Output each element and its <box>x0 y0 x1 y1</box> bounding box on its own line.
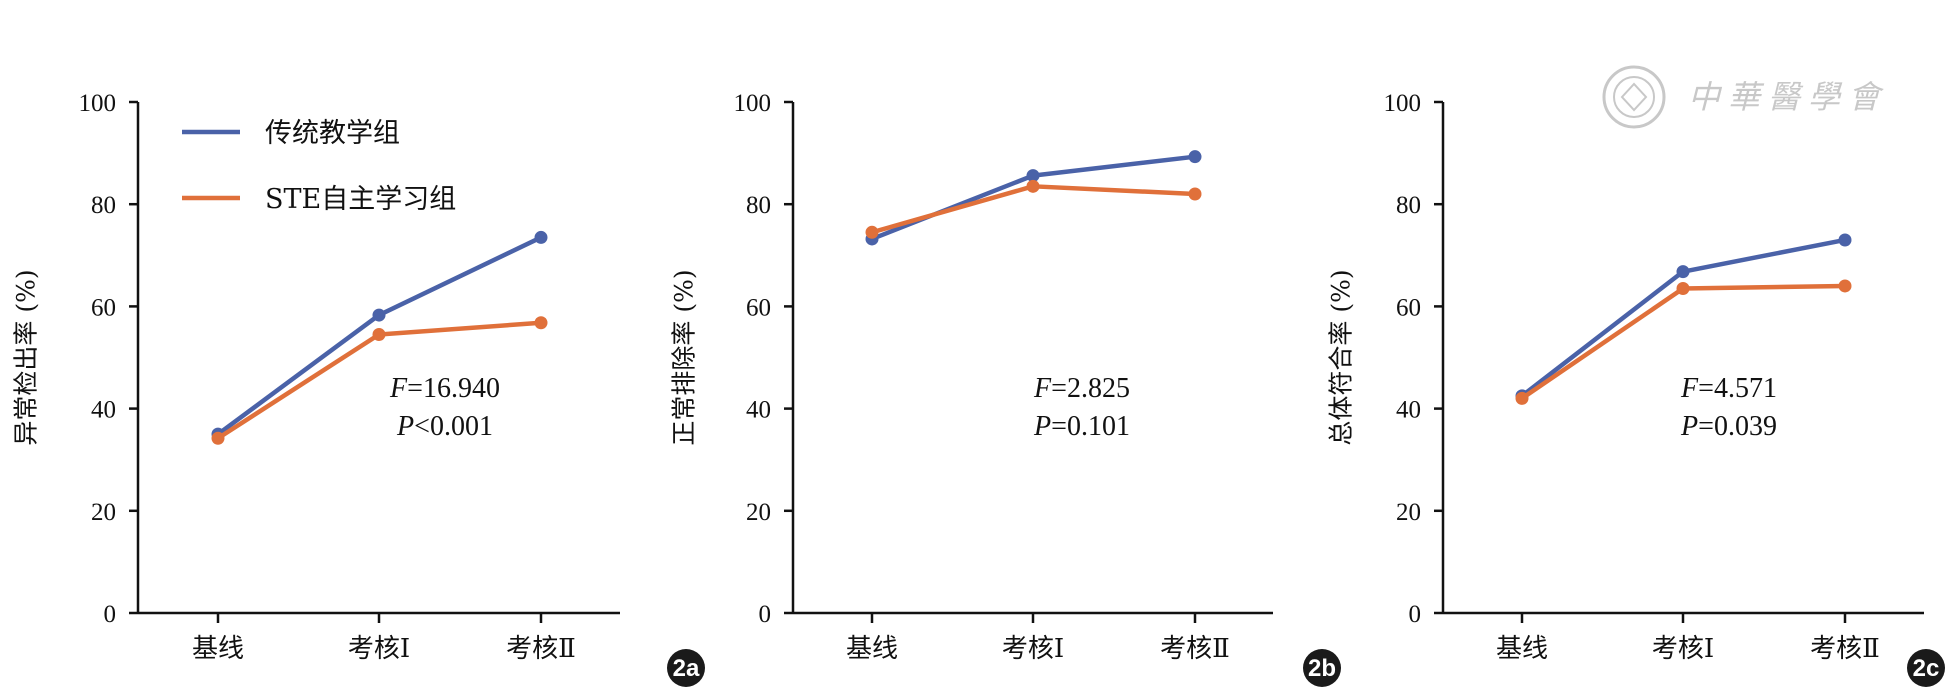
legend: 传统教学组 STE自主学习组 <box>182 118 456 215</box>
panel-badge <box>1303 649 1341 687</box>
y-axis-title: 异常检出率 (%) <box>12 269 41 445</box>
data-point <box>865 225 879 239</box>
data-point <box>1838 233 1852 247</box>
y-tick-label: 100 <box>1384 90 1422 117</box>
stat-f-value: =2.825 <box>1051 373 1130 404</box>
stat-p-label: P <box>396 411 414 442</box>
watermark-text: 中華醫學會 <box>1688 78 1888 116</box>
series-line-1 <box>871 154 1196 242</box>
stat-f-label: F <box>389 373 408 404</box>
x-category-label: 考核Ⅱ <box>506 634 576 664</box>
y-tick-label: 60 <box>1396 294 1421 321</box>
stat-f-label: F <box>1680 373 1699 404</box>
stat-f-value: =16.940 <box>407 373 500 404</box>
watermark: 中華醫學會 <box>1602 65 1888 129</box>
data-point <box>1026 179 1040 193</box>
y-tick-label: 20 <box>746 499 771 526</box>
data-point <box>534 316 548 330</box>
stat-p-annotation: P<0.001 <box>396 411 493 442</box>
stat-p-label: P <box>1033 411 1051 442</box>
stat-f-annotation: F=16.940 <box>389 373 500 404</box>
data-point <box>1188 150 1202 164</box>
x-category-label: 基线 <box>192 634 244 664</box>
y-axis-title: 正常排除率 (%) <box>670 269 699 445</box>
stat-f-annotation: F=4.571 <box>1680 373 1777 404</box>
y-tick-label: 40 <box>746 397 771 424</box>
data-point <box>211 431 225 445</box>
chart-panel-2a: 0 20 40 60 80 100 基线 考核Ⅰ 考核Ⅱ 异常检出率 (%) F=16.940 P<0… <box>12 90 705 687</box>
y-tick-label: 60 <box>91 294 116 321</box>
x-category-label: 考核Ⅰ <box>1652 634 1714 664</box>
data-point <box>534 230 548 244</box>
data-point <box>1026 169 1040 183</box>
y-tick-label: 0 <box>104 601 117 628</box>
panel-badge-label: 2b <box>1308 655 1336 682</box>
x-category-label: 考核Ⅰ <box>1002 634 1064 664</box>
stat-p-annotation: P=0.101 <box>1033 411 1130 442</box>
data-point <box>1515 391 1529 405</box>
stat-f-label: F <box>1033 373 1052 404</box>
legend-label: 传统教学组 <box>265 118 400 149</box>
y-tick-label: 40 <box>1396 397 1421 424</box>
data-point <box>372 328 386 342</box>
y-axis-title: 总体符合率 (%) <box>1327 269 1356 445</box>
y-tick-label: 80 <box>1396 192 1421 219</box>
seal-inner-ring <box>1613 76 1655 118</box>
x-category-label: 基线 <box>1496 634 1548 664</box>
y-tick-label: 80 <box>746 192 771 219</box>
data-point <box>1188 187 1202 201</box>
panel-badge-label: 2c <box>1913 655 1940 682</box>
x-category-label: 考核Ⅱ <box>1810 634 1880 664</box>
data-point <box>372 308 386 322</box>
stat-p-annotation: P=0.039 <box>1680 411 1777 442</box>
stat-p-label: P <box>1680 411 1698 442</box>
x-category-label: 基线 <box>846 634 898 664</box>
y-tick-label: 20 <box>91 499 116 526</box>
data-point <box>1676 282 1690 296</box>
y-tick-label: 100 <box>79 90 117 117</box>
y-tick-label: 100 <box>734 90 772 117</box>
stat-f-annotation: F=2.825 <box>1033 373 1130 404</box>
x-category-label: 考核Ⅰ <box>348 634 410 664</box>
y-tick-label: 40 <box>91 397 116 424</box>
seal-center-mark <box>1620 82 1648 112</box>
panel-badge <box>667 649 705 687</box>
y-tick-label: 80 <box>91 192 116 219</box>
data-point <box>1838 279 1852 293</box>
x-category-label: 考核Ⅱ <box>1160 634 1230 664</box>
data-point <box>1676 265 1690 279</box>
stat-p-value: =0.039 <box>1698 411 1777 442</box>
legend-label: STE自主学习组 <box>265 184 456 215</box>
stat-f-value: =4.571 <box>1698 373 1777 404</box>
y-tick-label: 0 <box>759 601 772 628</box>
y-tick-label: 60 <box>746 294 771 321</box>
panel-badge <box>1907 649 1945 687</box>
y-tick-label: 20 <box>1396 499 1421 526</box>
stat-p-value: <0.001 <box>414 411 493 442</box>
y-tick-label: 0 <box>1409 601 1422 628</box>
series-line-2 <box>871 184 1196 235</box>
stat-p-value: =0.101 <box>1051 411 1130 442</box>
society-seal-icon <box>1602 65 1666 129</box>
seal-outer-ring <box>1602 65 1666 129</box>
panel-badge-label: 2a <box>673 655 700 682</box>
